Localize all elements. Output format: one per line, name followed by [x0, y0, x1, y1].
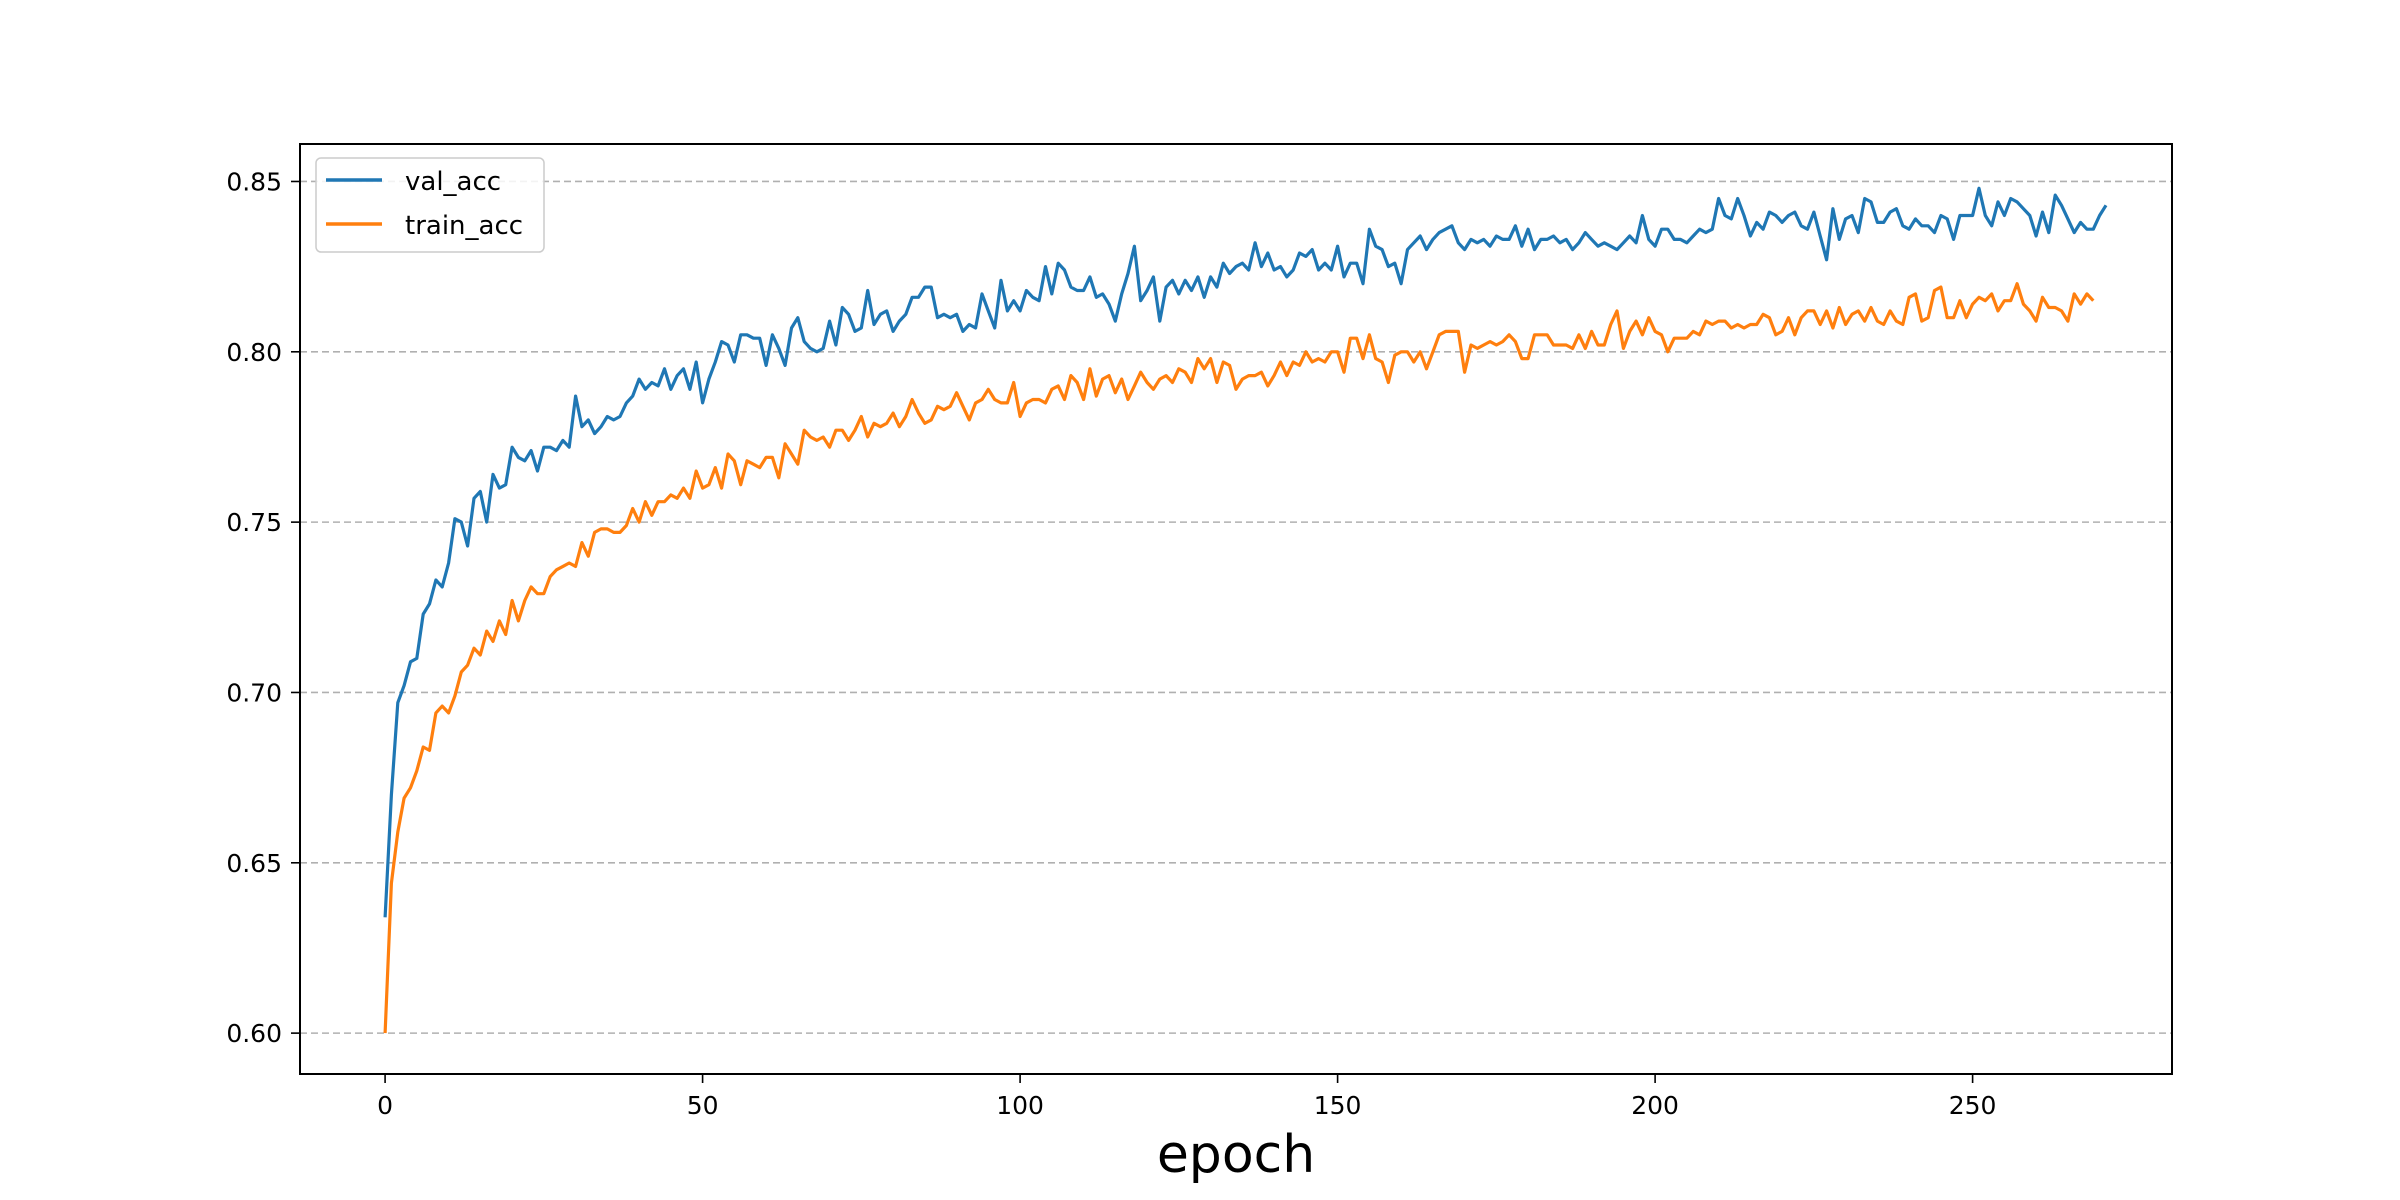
y-tick-label: 0.80: [226, 338, 282, 367]
legend-label-val-acc: val_acc: [405, 167, 501, 197]
plot-area-frame: [299, 143, 2173, 1075]
x-tick-label: 250: [1949, 1091, 1997, 1120]
x-axis-ticks: 0 50 100 150 200 250: [377, 1074, 1996, 1120]
x-tick-label: 0: [377, 1091, 393, 1120]
x-tick-label: 50: [687, 1091, 719, 1120]
y-tick-label: 0.70: [226, 678, 282, 707]
y-gridlines: [300, 180, 2172, 1034]
x-tick-label: 150: [1314, 1091, 1362, 1120]
series-line-train-acc: [383, 282, 2095, 1034]
x-tick-label: 200: [1631, 1091, 1679, 1120]
series-lines: [383, 186, 2108, 1034]
y-tick-label: 0.65: [226, 849, 282, 878]
y-tick-label: 0.75: [226, 508, 282, 537]
x-axis-label: epoch: [1157, 1125, 1315, 1185]
y-axis-ticks: 0.60 0.65 0.70 0.75 0.80 0.85: [226, 167, 300, 1048]
x-tick-label: 100: [996, 1091, 1044, 1120]
series-line-val-acc: [383, 186, 2108, 918]
y-tick-label: 0.60: [226, 1019, 282, 1048]
legend-label-train-acc: train_acc: [405, 211, 523, 241]
y-tick-label: 0.85: [226, 167, 282, 196]
legend: val_acc train_acc: [315, 157, 545, 253]
